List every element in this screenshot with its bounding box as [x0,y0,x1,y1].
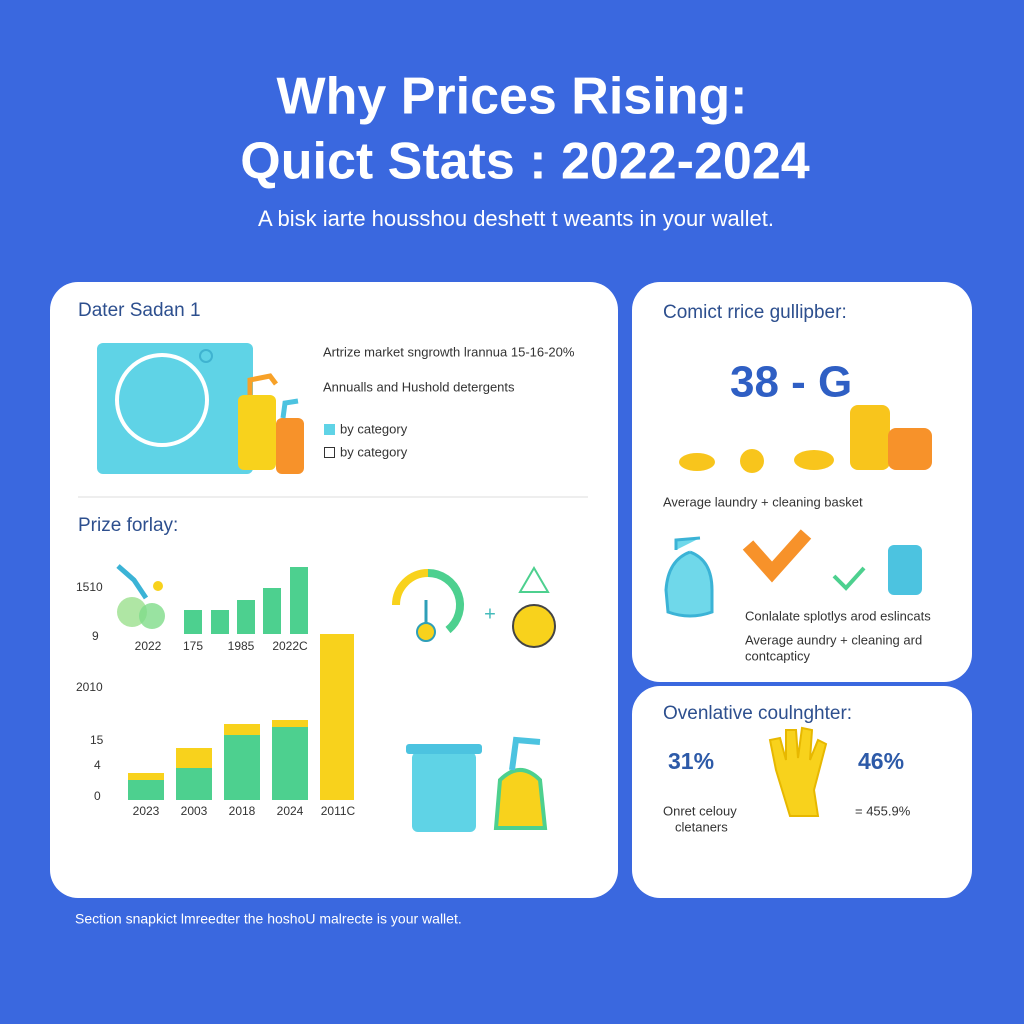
bar-shape [263,588,281,634]
bar-shape [176,768,212,800]
note: contcapticy [745,648,811,663]
gauge-arc [392,569,429,606]
brush-icon [116,564,149,600]
card-heading: Dater Sadan 1 [78,300,201,321]
bar-shape [237,600,255,634]
bar-shape [290,567,308,634]
bar-shape [184,610,202,634]
bar-shape [272,727,308,800]
axis-label: 0 [94,789,101,803]
flask-icon [512,604,556,648]
legend-label: by category [340,444,408,459]
bottle-icon [888,545,922,595]
gauge-arc [427,569,465,634]
legend-swatch [324,424,335,435]
washer-knob [199,349,213,363]
check-icon [832,566,866,591]
coin-icon [740,449,764,473]
bottle-icon [238,395,276,470]
caption: Onret celouy [663,803,737,818]
note: Average aundry + cleaning ard [745,632,922,647]
check-icon [742,529,812,583]
category-label: 2022C [272,639,308,653]
card-heading: Comict rrice gullipber: [663,302,847,323]
right-top-card [632,282,972,682]
bin-icon [412,752,476,832]
axis-label: 2010 [76,680,103,694]
title-line: Quict Stats : 2022-2024 [240,133,809,191]
jar-icon [888,428,932,470]
coin-stack [850,405,890,470]
legend-swatch [324,447,335,458]
category-label: 1985 [228,639,255,653]
title-line: Why Prices Rising: [277,68,748,126]
card-heading: Ovenlative coulnghter: [663,703,852,724]
caption: Average laundry + cleaning basket [663,494,863,509]
coin-icon [794,450,834,470]
warning-icon [518,566,550,593]
stat: 31% [668,748,714,774]
washer-door [115,353,209,447]
category-label: 2024 [277,804,304,818]
note: Annualls and Hushold detergents [323,379,515,394]
bar-shape [176,748,212,768]
category-label: 175 [183,639,203,653]
bottle-icon [276,418,304,474]
stat: 46% [858,748,904,774]
sprayer-icon [280,398,299,419]
axis-label: 1510 [76,580,103,594]
legend-label: by category [340,421,408,436]
side-stat: = 455.9% [855,803,911,818]
bin-lid [406,744,482,754]
spray-icon [664,536,714,618]
axis-label: 9 [92,629,99,643]
axis-label: 15 [90,733,104,747]
bar-shape [211,610,229,634]
section-title: Prize forlay: [78,515,178,536]
bar-shape [224,735,260,800]
footer: Section snapkict lmreedter the hoshoU ma… [75,911,462,927]
bar-shape [320,634,354,800]
decor-dot [153,581,163,591]
spray-icon [493,768,548,830]
washer-icon [97,343,253,474]
bar-shape [224,724,260,735]
decor-circle [139,603,165,629]
category-label: 2023 [133,804,160,818]
bar-shape [128,773,164,780]
axis-label: 4 [94,758,101,772]
note: Artrize market sngrowth lrannua 15-16-20… [323,344,575,359]
bar-shape [272,720,308,727]
plus-icon: + [484,603,496,625]
category-label: 2022 [135,639,162,653]
category-label: 2003 [181,804,208,818]
category-label: 2011C [321,804,356,818]
note: Conlalate splotlys arod eslincats [745,608,931,623]
sprayer-icon [247,373,278,395]
category-label: 2018 [229,804,256,818]
glove-icon [768,726,828,817]
gauge-hub [416,622,436,642]
caption: cletaners [675,819,728,834]
coin-icon [679,453,715,471]
subtitle: A bisk iarte housshou deshett t weants i… [258,206,774,231]
bar-shape [128,780,164,800]
big-stat: 38 - G [730,358,852,407]
spray-nozzle [509,736,541,771]
